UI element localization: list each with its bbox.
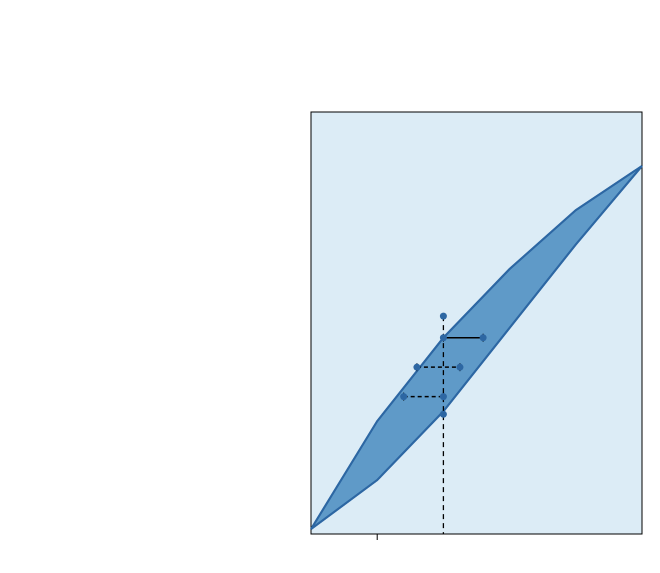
phase-diagram-figure: { "colors": { "plot_bg": "#dcecf6", "lin… <box>0 0 660 573</box>
data-point <box>480 334 487 341</box>
data-point <box>440 411 447 418</box>
data-point <box>440 393 447 400</box>
diagram-svg <box>0 0 660 573</box>
data-point <box>440 334 447 341</box>
data-point <box>413 364 420 371</box>
data-point <box>400 393 407 400</box>
data-point <box>440 313 447 320</box>
data-point <box>456 364 463 371</box>
